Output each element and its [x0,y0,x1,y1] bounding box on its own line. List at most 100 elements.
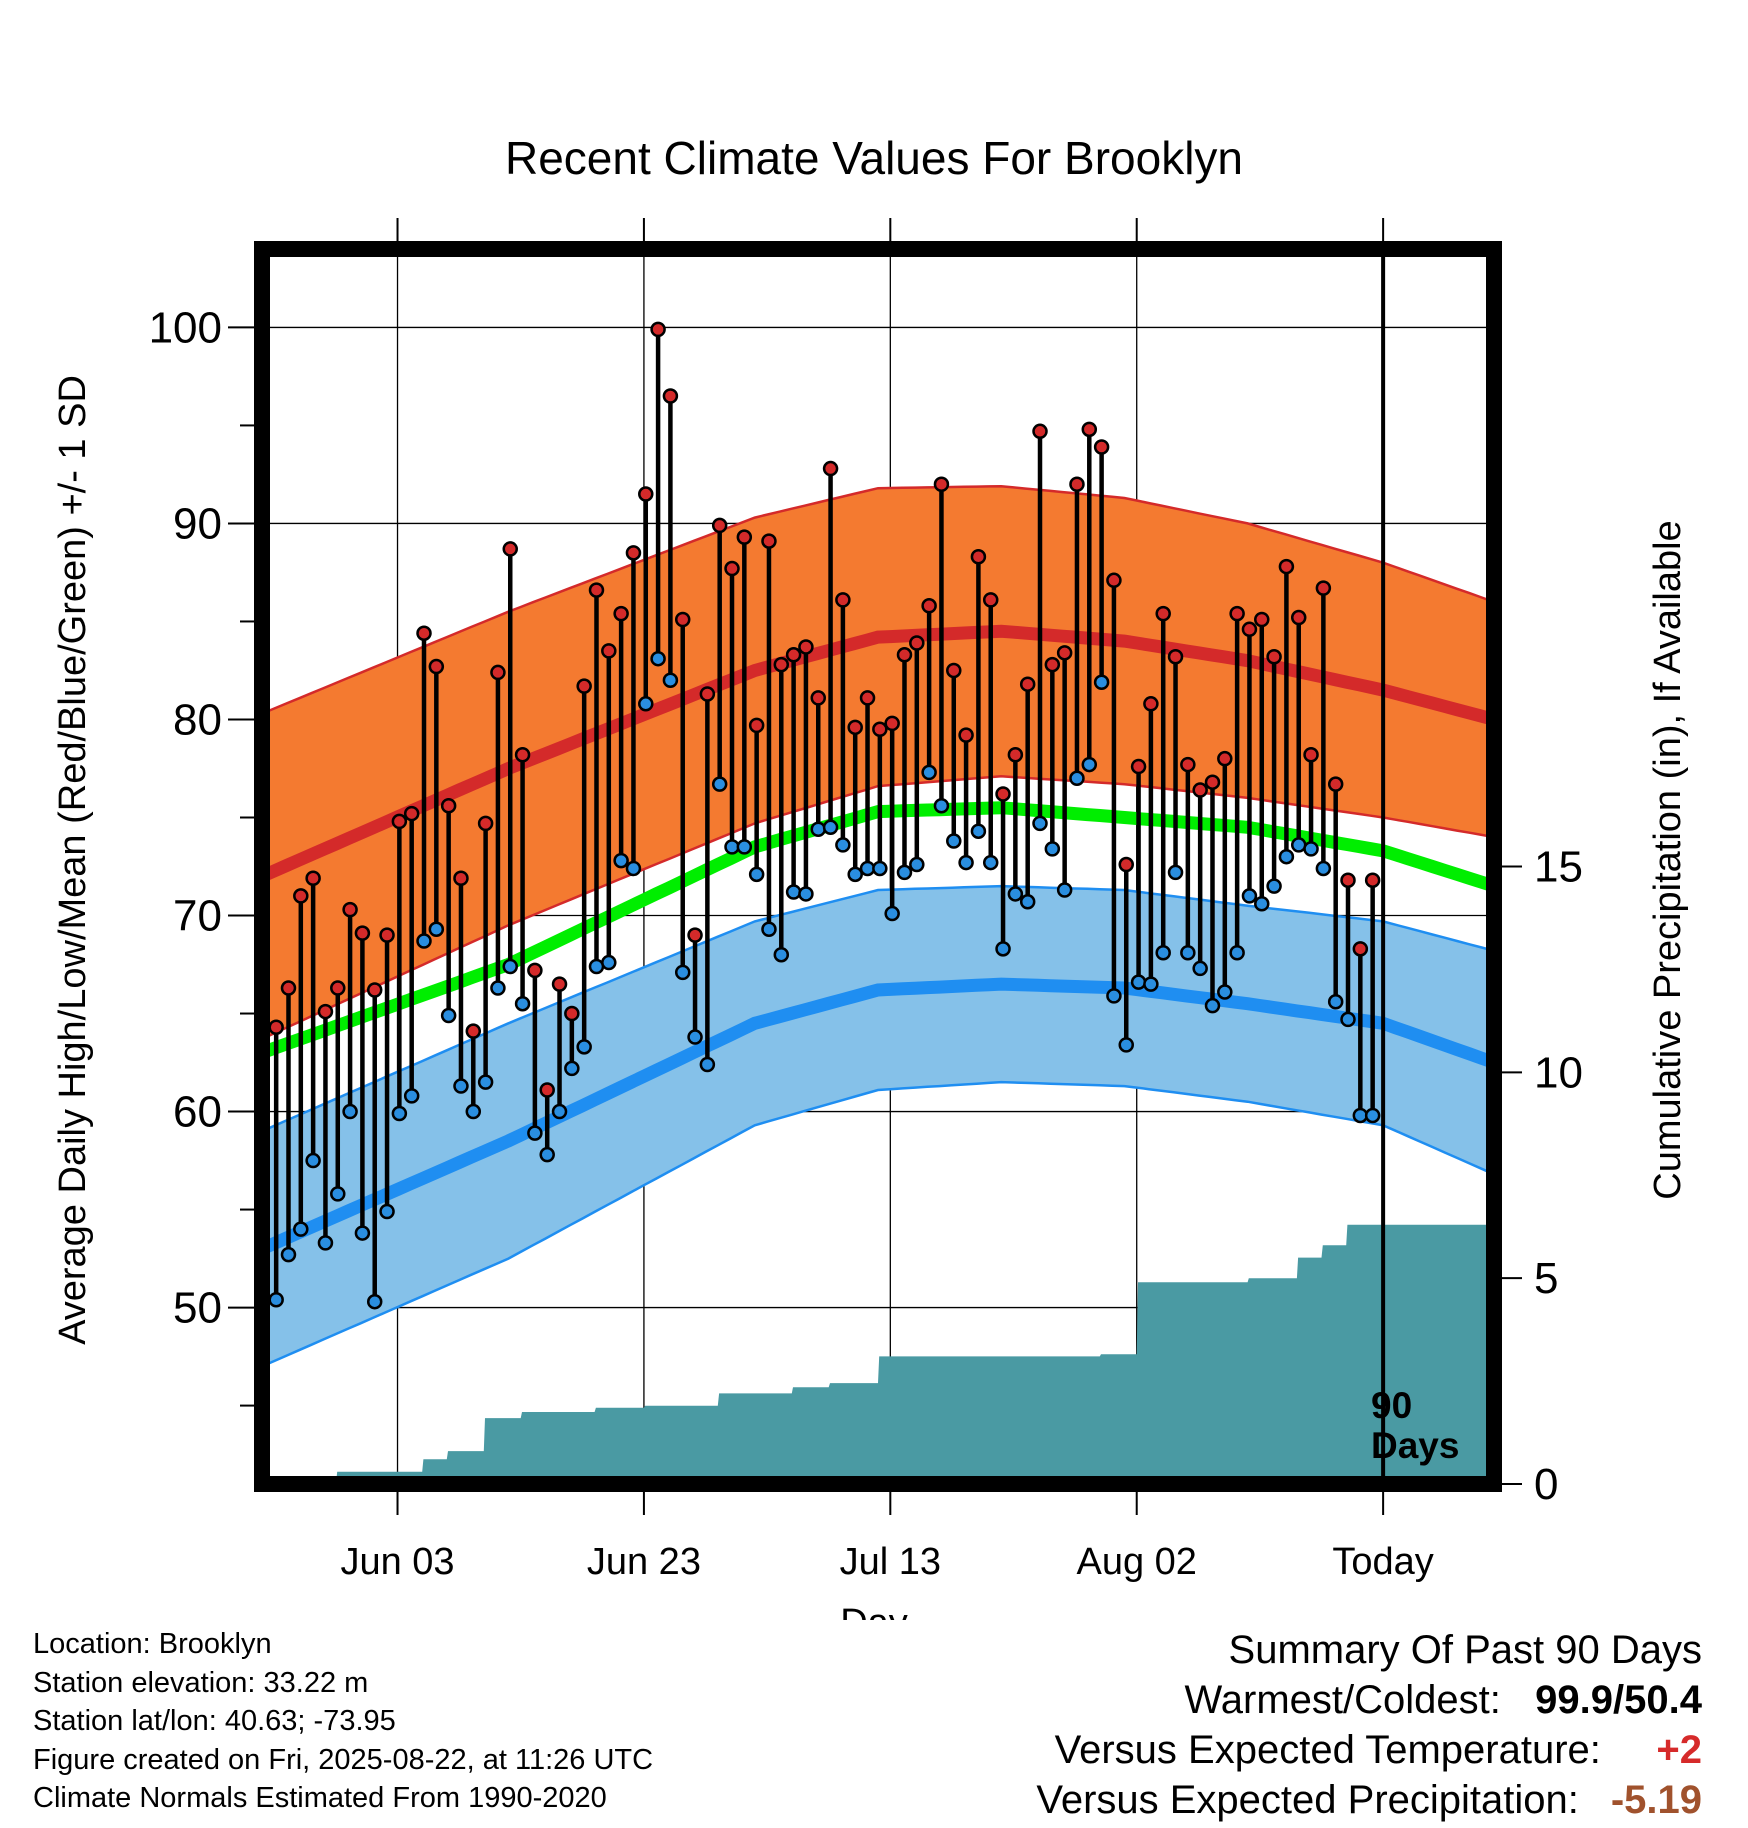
high-point [662,388,679,404]
low-point [970,823,987,839]
y-tick-label: 90 [173,499,222,548]
low-point [305,1152,321,1169]
y-tick-label: 70 [173,892,222,941]
high-point [465,1023,482,1039]
low-point [514,995,531,1012]
low-point [1007,886,1024,902]
low-point [1044,841,1061,857]
low-point [477,1074,494,1090]
low-point [1106,988,1122,1004]
low-point [650,650,666,667]
today-annotation-line2: Days [1371,1425,1459,1466]
high-point [847,719,863,736]
low-point [317,1235,334,1251]
temp-value: +2 [1656,1728,1702,1772]
low-point [416,933,432,949]
low-point [391,1105,408,1122]
low-point [1180,945,1196,961]
high-point [305,870,321,887]
precip-row: Versus Expected Precipitation: -5.19 [1036,1775,1702,1825]
low-point [1204,997,1221,1014]
low-point [711,776,728,792]
chart-title: Recent Climate Values For Brooklyn [505,132,1243,184]
high-point [588,582,605,598]
high-point [1155,605,1171,622]
low-point [1340,1011,1356,1028]
high-point [958,727,974,743]
low-point [539,1146,555,1163]
high-point [884,715,900,732]
summary-heading: Summary Of Past 90 Days [1228,1628,1702,1672]
low-point [638,696,654,712]
high-point [354,925,371,941]
low-point [1217,984,1233,1000]
low-point [1032,815,1048,832]
high-point [539,1082,555,1098]
station-info: Location: Brooklyn Station elevation: 33… [33,1625,653,1818]
low-point [847,866,863,883]
high-point [613,605,629,622]
high-point [1056,645,1073,661]
high-point [1340,872,1356,888]
low-point [268,1291,284,1308]
high-point [674,611,691,628]
low-point [601,954,617,971]
high-point [810,690,826,706]
high-point [1364,872,1381,888]
low-band-upper-edge [261,884,1495,1133]
normal-low-line [259,977,1497,1255]
warm-cold-label: Warmest/Coldest: [1184,1678,1501,1722]
today-annotation-line1: 90 [1371,1385,1412,1426]
low-point [662,672,679,689]
high-point [366,982,383,998]
low-point [1303,841,1319,857]
low-point [330,1186,346,1202]
low-point [933,797,950,814]
low-point [465,1103,482,1120]
high-point [859,690,876,706]
low-point [687,1029,703,1045]
y2-axis: 0 5 10 15 [1502,843,1583,1509]
low-point [674,964,691,981]
today-annotation: 90 Days [1371,1385,1459,1466]
low-point [1352,1107,1369,1124]
high-point [1081,421,1098,438]
high-point [896,647,913,663]
low-point [896,864,913,881]
low-point [1056,882,1073,898]
high-point [1032,423,1048,440]
low-point [1069,770,1085,787]
low-point [354,1225,371,1241]
high-point [822,460,839,477]
low-point [403,1088,420,1104]
high-point [650,321,666,338]
high-point [724,560,740,577]
low-point [872,860,888,877]
high-point [428,658,445,675]
low-point [736,839,753,855]
low-point [1192,960,1208,977]
low-point [859,860,876,877]
high-point [1327,776,1344,792]
high-point [330,980,346,996]
low-point [625,860,642,877]
high-point [970,549,987,565]
y2-axis-label: Cumulative Precipitation (in), If Availa… [1647,520,1689,1199]
low-point [490,980,506,996]
high-point [1167,648,1184,665]
low-point [810,821,826,838]
high-point [564,1005,580,1022]
high-point [638,486,654,502]
low-point [1143,976,1159,992]
high-point [699,686,716,702]
low-point [1019,894,1036,910]
high-band-upper-edge [261,484,1495,715]
high-point [1278,558,1295,575]
high-point [761,533,777,549]
low-point [280,1246,297,1263]
low-point [527,1125,543,1141]
high-point [1192,782,1208,798]
low-point [1130,974,1147,990]
low-point [1254,895,1270,912]
high-point [1241,621,1258,638]
